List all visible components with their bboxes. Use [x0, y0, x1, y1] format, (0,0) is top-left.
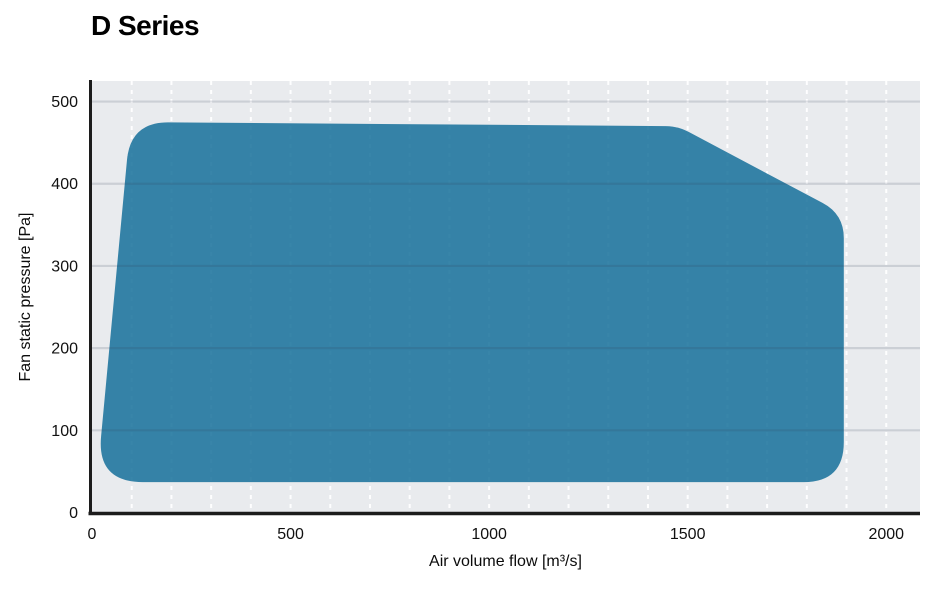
chart-title: D Series [91, 10, 200, 41]
x-axis-title: Air volume flow [m³/s] [429, 553, 582, 570]
y-tick-label: 100 [51, 423, 78, 440]
x-tick-label: 2000 [868, 526, 904, 543]
y-tick-label: 500 [51, 94, 78, 111]
x-tick-label: 500 [277, 526, 304, 543]
x-tick-label: 1000 [471, 526, 507, 543]
x-tick-label: 0 [88, 526, 97, 543]
y-tick-label: 200 [51, 341, 78, 358]
x-tick-label: 1500 [670, 526, 706, 543]
y-axis-title: Fan static pressure [Pa] [17, 212, 34, 382]
y-tick-label: 300 [51, 258, 78, 275]
y-tick-label: 0 [69, 505, 78, 522]
operating-area-region [100, 122, 844, 483]
y-tick-label: 400 [51, 176, 78, 193]
